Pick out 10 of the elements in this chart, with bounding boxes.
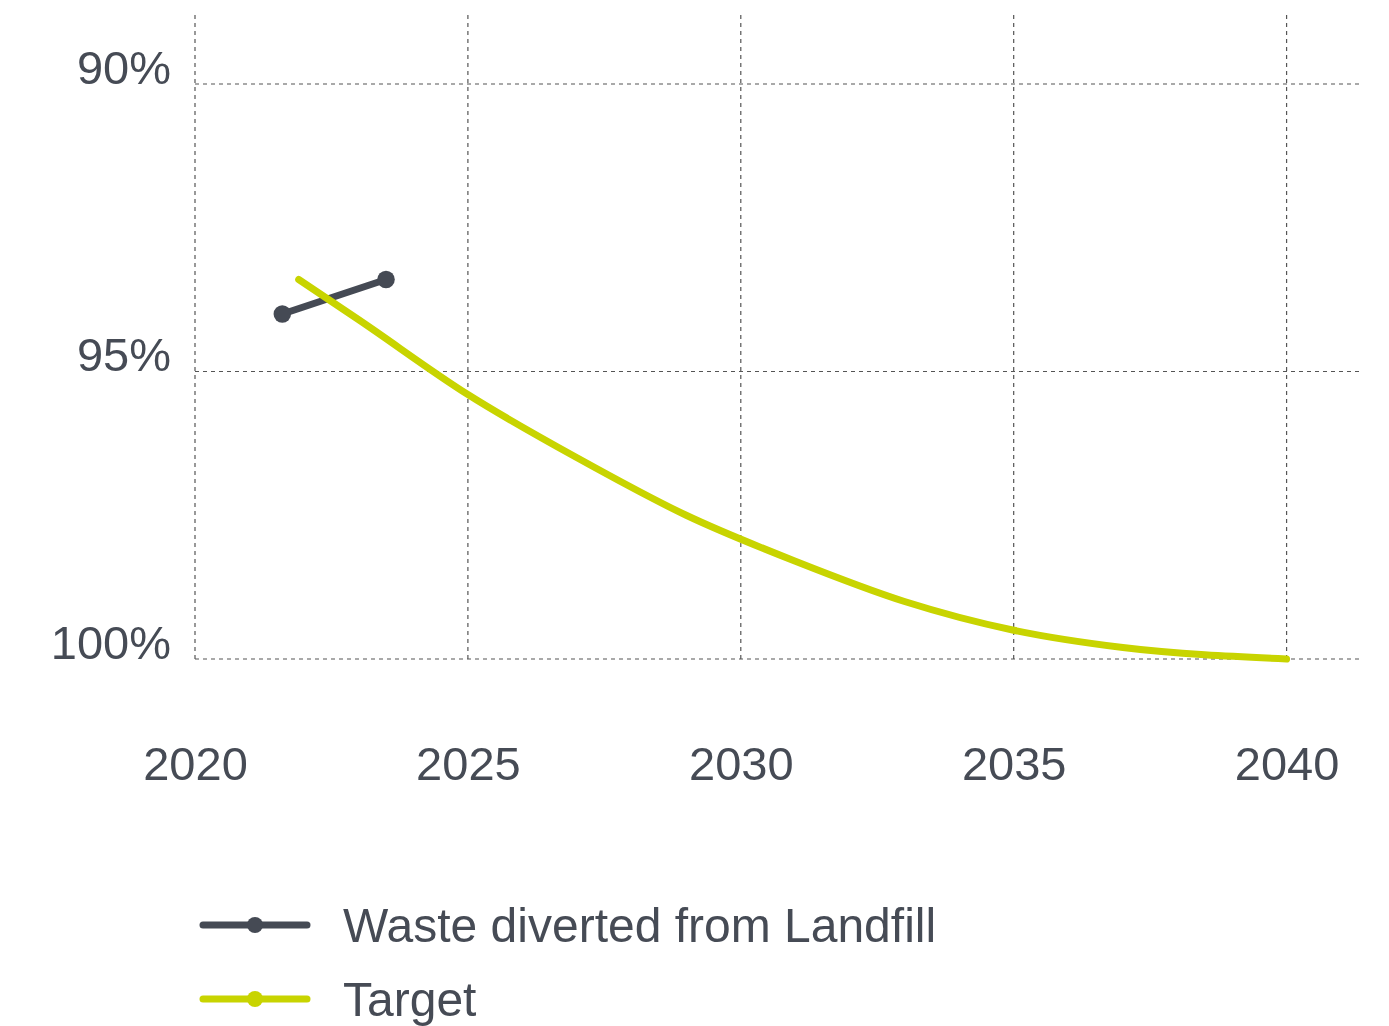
legend-label: Waste diverted from Landfill <box>343 898 937 952</box>
x-tick-label: 2035 <box>961 737 1067 791</box>
x-tick-label: 2025 <box>416 737 521 791</box>
x-tick-label: 2020 <box>143 737 248 791</box>
legend-label: Target <box>343 972 477 1026</box>
x-tick-label: 2040 <box>1234 737 1340 791</box>
y-tick-label: 90% <box>76 40 171 94</box>
y-tick-label: 100% <box>50 615 171 669</box>
y-tick-label: 95% <box>76 328 171 382</box>
x-tick-label: 2030 <box>689 737 794 791</box>
